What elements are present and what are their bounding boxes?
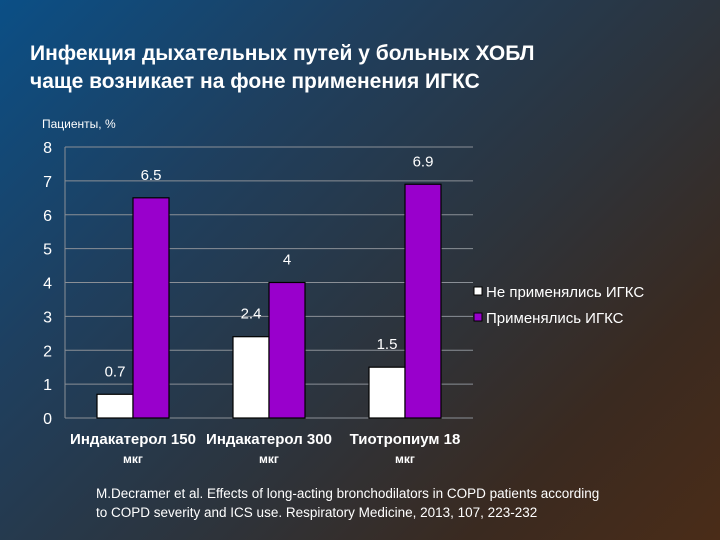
legend-entry: Применялись ИГКС bbox=[486, 310, 624, 327]
bar-value-label: 0.7 bbox=[105, 363, 126, 380]
x-category-label: мкг bbox=[395, 452, 415, 466]
bar bbox=[368, 366, 406, 419]
y-tick-label: 1 bbox=[43, 377, 52, 394]
x-category-label: Индакатерол 300 bbox=[206, 431, 332, 448]
y-tick-label: 2 bbox=[43, 343, 52, 360]
bar-value-label: 2.4 bbox=[241, 306, 262, 323]
legend-swatch bbox=[473, 312, 483, 322]
legend-swatch bbox=[473, 286, 483, 296]
bar-value-label: 1.5 bbox=[377, 336, 398, 353]
bar-chart: 0 1 2 3 4 5 6 7 8 Пациенты, % 0.7 6.5 Индакатерол 15… bbox=[42, 117, 644, 466]
bar-value-label: 4 bbox=[283, 252, 291, 269]
citation-line-2: to COPD severity and ICS use. Respirator… bbox=[96, 505, 538, 520]
x-category-label: мкг bbox=[123, 452, 143, 466]
bar-value-label: 6.9 bbox=[413, 153, 434, 170]
y-tick-label: 5 bbox=[43, 242, 52, 259]
x-category-label: Тиотропиум 18 bbox=[350, 431, 461, 448]
bar-value-label: 6.5 bbox=[141, 167, 162, 184]
bar bbox=[96, 393, 134, 419]
legend-entry: Не применялись ИГКС bbox=[486, 284, 644, 301]
slide-title-line-2: чаще возникает на фоне применения ИГКС bbox=[30, 70, 480, 93]
bar bbox=[268, 281, 306, 419]
citation-line-1: M.Decramer et al. Effects of long-acting… bbox=[96, 486, 600, 501]
y-tick-label: 4 bbox=[43, 276, 52, 293]
y-tick-label: 3 bbox=[43, 309, 52, 326]
slide-title: Инфекция дыхательных путей у больных ХОБ… bbox=[30, 40, 700, 96]
slide-title-line-1: Инфекция дыхательных путей у больных ХОБ… bbox=[30, 42, 535, 65]
y-tick-label: 8 bbox=[43, 140, 52, 157]
y-axis-label: Пациенты, % bbox=[42, 117, 116, 131]
y-tick-label: 0 bbox=[43, 411, 52, 428]
bar bbox=[404, 183, 442, 419]
x-category-label: мкг bbox=[259, 452, 279, 466]
bar bbox=[232, 336, 270, 419]
y-tick-label: 7 bbox=[43, 174, 52, 191]
citation: M.Decramer et al. Effects of long-acting… bbox=[96, 484, 706, 522]
y-tick-label: 6 bbox=[43, 208, 52, 225]
bar bbox=[132, 197, 170, 419]
x-category-label: Индакатерол 150 bbox=[70, 431, 196, 448]
